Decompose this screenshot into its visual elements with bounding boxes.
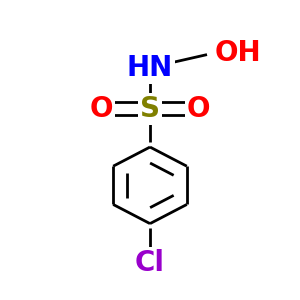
Text: OH: OH xyxy=(215,39,261,67)
Text: HN: HN xyxy=(127,54,173,82)
Text: S: S xyxy=(140,95,160,123)
Text: O: O xyxy=(90,95,113,123)
Text: Cl: Cl xyxy=(135,249,165,278)
Text: O: O xyxy=(187,95,210,123)
